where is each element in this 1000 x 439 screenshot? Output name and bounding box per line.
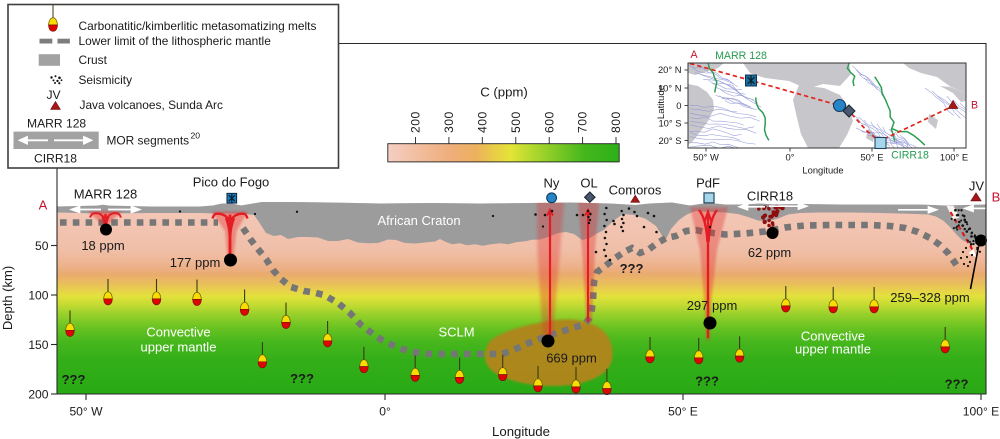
svg-text:???: ??? xyxy=(695,374,719,389)
svg-text:669 ppm: 669 ppm xyxy=(546,351,597,366)
svg-text:upper mantle: upper mantle xyxy=(795,342,871,357)
svg-text:Convective: Convective xyxy=(146,325,210,340)
svg-text:600: 600 xyxy=(542,111,556,133)
svg-text:700: 700 xyxy=(576,111,590,133)
svg-text:???: ??? xyxy=(620,261,644,276)
svg-text:Longitude: Longitude xyxy=(492,424,550,439)
svg-text:Lower limit of the lithospheri: Lower limit of the lithospheric mantle xyxy=(79,34,272,48)
svg-text:MARR 128: MARR 128 xyxy=(74,186,138,201)
svg-text:20° N: 20° N xyxy=(658,64,682,75)
svg-text:JV: JV xyxy=(46,88,61,102)
svg-text:upper mantle: upper mantle xyxy=(141,340,217,355)
svg-text:50° W: 50° W xyxy=(69,405,103,419)
svg-text:Comoros: Comoros xyxy=(609,182,662,197)
svg-text:50: 50 xyxy=(35,239,49,253)
svg-text:CIRR18: CIRR18 xyxy=(34,151,77,165)
svg-text:Convective: Convective xyxy=(801,329,865,344)
svg-text:400: 400 xyxy=(475,111,489,133)
svg-text:Crust: Crust xyxy=(79,53,108,67)
svg-text:???: ??? xyxy=(290,371,314,386)
svg-text:200: 200 xyxy=(28,387,48,401)
svg-text:Pico do Fogo: Pico do Fogo xyxy=(193,174,270,189)
svg-text:800: 800 xyxy=(609,111,623,133)
svg-text:259–328 ppm: 259–328 ppm xyxy=(890,290,970,305)
svg-text:???: ??? xyxy=(945,376,969,391)
svg-text:100: 100 xyxy=(28,288,48,302)
svg-text:100° E: 100° E xyxy=(963,405,999,419)
svg-text:177 ppm: 177 ppm xyxy=(170,255,221,270)
svg-text:Ny: Ny xyxy=(544,176,560,191)
svg-text:CIRR18: CIRR18 xyxy=(747,188,793,203)
svg-text:500: 500 xyxy=(509,111,523,133)
svg-text:MARR 128: MARR 128 xyxy=(715,50,767,62)
svg-text:0°: 0° xyxy=(379,405,391,419)
svg-text:Seismicity: Seismicity xyxy=(79,73,133,87)
svg-text:A: A xyxy=(690,49,698,61)
svg-text:50° E: 50° E xyxy=(860,152,883,163)
svg-text:10° S: 10° S xyxy=(658,117,681,128)
svg-text:62 ppm: 62 ppm xyxy=(748,245,791,260)
svg-text:MOR segments: MOR segments xyxy=(107,133,190,147)
svg-text:200: 200 xyxy=(409,111,423,133)
svg-text:JV: JV xyxy=(969,179,985,194)
svg-text:0°: 0° xyxy=(786,152,795,163)
svg-text:50° W: 50° W xyxy=(693,152,719,163)
svg-text:300: 300 xyxy=(442,111,456,133)
svg-text:C (ppm): C (ppm) xyxy=(480,85,528,100)
svg-text:A: A xyxy=(39,197,48,212)
svg-text:10° N: 10° N xyxy=(658,82,682,93)
svg-text:B: B xyxy=(971,100,978,112)
svg-text:CIRR18: CIRR18 xyxy=(891,150,929,162)
svg-text:MARR 128: MARR 128 xyxy=(27,116,86,130)
svg-text:Java volcanoes, Sunda Arc: Java volcanoes, Sunda Arc xyxy=(80,98,223,112)
svg-text:20° S: 20° S xyxy=(658,135,681,146)
svg-text:297 ppm: 297 ppm xyxy=(687,298,738,313)
svg-text:Longitude: Longitude xyxy=(802,165,843,176)
svg-text:18 ppm: 18 ppm xyxy=(81,238,124,253)
svg-text:100° E: 100° E xyxy=(940,152,968,163)
svg-text:150: 150 xyxy=(28,338,48,352)
svg-text:SCLM: SCLM xyxy=(438,325,474,340)
svg-text:Carbonatitic/kimberlitic metas: Carbonatitic/kimberlitic metasomatizing … xyxy=(79,19,317,33)
svg-text:African Craton: African Craton xyxy=(377,213,460,228)
svg-text:B: B xyxy=(992,190,1000,205)
svg-text:20: 20 xyxy=(191,131,201,141)
svg-text:50° E: 50° E xyxy=(668,405,698,419)
svg-text:???: ??? xyxy=(62,372,86,387)
svg-text:0: 0 xyxy=(676,100,681,111)
svg-text:PdF: PdF xyxy=(696,175,720,190)
svg-text:OL: OL xyxy=(580,176,597,191)
svg-text:Latitude: Latitude xyxy=(656,85,667,119)
svg-text:Depth (km): Depth (km) xyxy=(0,266,15,330)
